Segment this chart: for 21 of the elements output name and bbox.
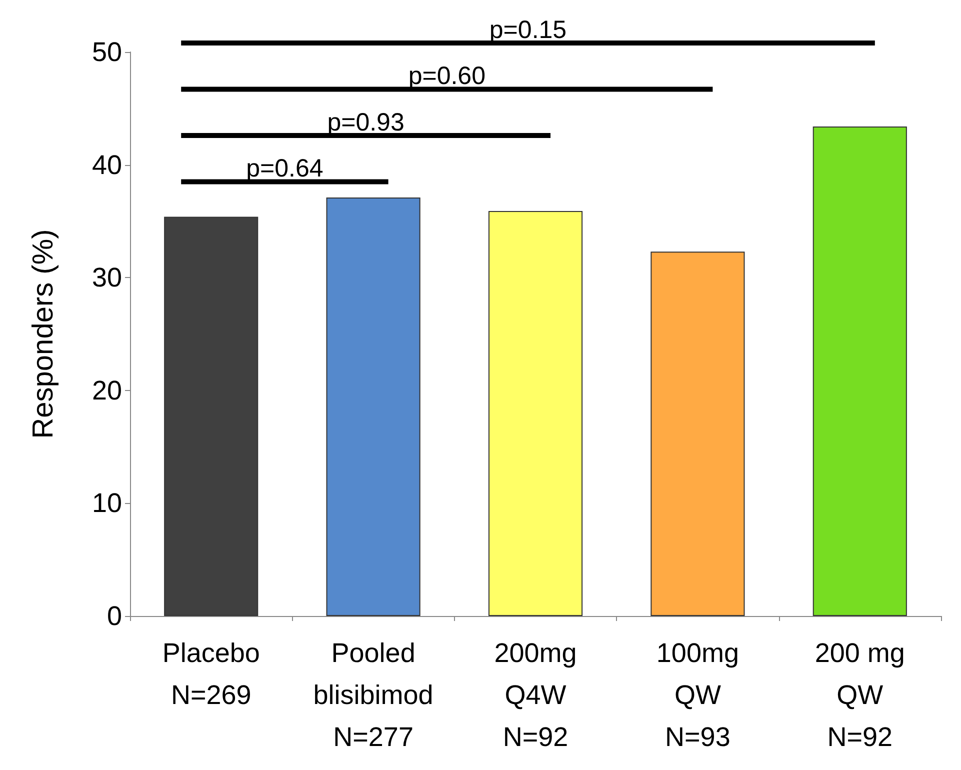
y-tick-label: 10 [92,488,122,518]
y-tick-label: 20 [92,375,122,406]
y-tick-label: 0 [106,601,122,631]
bar [650,252,745,616]
annotation: p=0.93 [327,108,404,136]
x-tick-label: 100mg QW N=93 [656,638,739,752]
x-tick-label: 200mg Q4W N=92 [494,638,577,752]
annotation: p=0.60 [408,62,486,90]
bar [326,198,420,616]
annotation: p=0.64 [246,154,324,183]
x-tick-label: 200 mg QW N=92 [814,638,905,752]
y-tick-label: 30 [92,262,122,293]
bar [488,211,583,616]
y-tick-label: 40 [92,150,122,180]
y-axis-title: Responders (%) [28,229,60,439]
bar [164,216,258,616]
bar [812,126,907,616]
x-tick-label: Placebo N=269 [162,638,260,710]
x-tick-label: Pooled blisibimod N=277 [313,638,434,752]
y-tick-label: 50 [92,37,122,67]
text: p=0.15 [489,16,567,44]
